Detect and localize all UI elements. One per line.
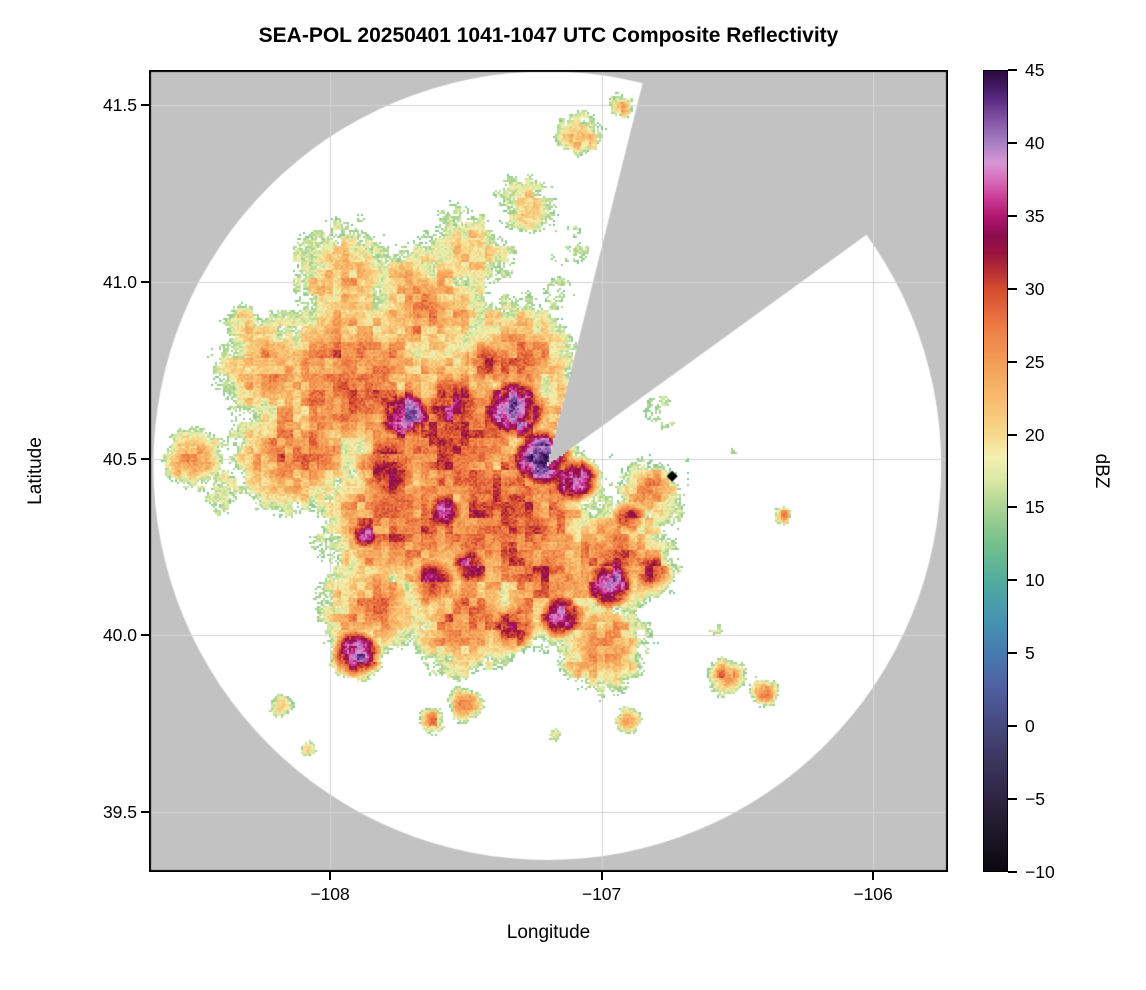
x-axis-label: Longitude (506, 922, 591, 943)
y-tick-label: 40.5 (102, 448, 137, 469)
x-tick-label: −107 (581, 884, 622, 904)
y-tick-label: 41.0 (102, 271, 137, 292)
colorbar-tick-label: −5 (1025, 789, 1045, 810)
y-tick-label: 40.0 (102, 625, 137, 646)
colorbar-tick-label: 45 (1025, 60, 1045, 80)
y-tick-mark (141, 280, 149, 283)
colorbar-tick-mark (1008, 579, 1017, 582)
colorbar-tick-mark (1008, 725, 1017, 728)
colorbar-tick-label: 0 (1025, 716, 1035, 737)
colorbar-tick-label: 20 (1025, 424, 1045, 445)
colorbar-tick-label: 15 (1025, 497, 1045, 518)
colorbar-gradient (983, 70, 1008, 872)
colorbar-tick-label: 35 (1025, 205, 1045, 226)
colorbar-tick-mark (1008, 798, 1017, 801)
x-tick-label: −108 (310, 884, 350, 904)
colorbar-tick-label: −10 (1025, 862, 1055, 882)
colorbar-tick-label: 40 (1025, 132, 1045, 153)
colorbar-tick-mark (1008, 871, 1017, 873)
colorbar-tick-label: 10 (1025, 570, 1045, 591)
colorbar-tick-mark (1008, 287, 1017, 290)
colorbar-tick-mark (1008, 652, 1017, 655)
colorbar-tick-mark (1008, 360, 1017, 363)
y-tick-label: 41.5 (102, 95, 137, 115)
x-tick-mark (600, 872, 603, 880)
radar-map-canvas (149, 70, 948, 872)
y-tick-mark (141, 104, 149, 106)
colorbar-tick-label: 30 (1025, 278, 1045, 299)
plot-title: SEA-POL 20250401 1041-1047 UTC Composite… (258, 24, 839, 47)
x-tick-mark (872, 872, 875, 880)
colorbar-tick-mark (1008, 433, 1017, 436)
y-tick-mark (141, 811, 149, 814)
colorbar-tick-label: 25 (1025, 351, 1045, 372)
colorbar-tick-mark (1008, 141, 1017, 144)
colorbar-tick-mark (1008, 506, 1017, 509)
x-tick-mark (329, 872, 332, 880)
colorbar-label: dBZ (1091, 453, 1112, 489)
y-tick-label: 39.5 (102, 802, 137, 823)
y-tick-mark (141, 457, 149, 460)
y-axis-label: Latitude (25, 437, 46, 505)
colorbar-tick-label: 5 (1025, 643, 1035, 664)
colorbar-tick-mark (1008, 69, 1017, 71)
y-tick-mark (141, 634, 149, 637)
x-tick-label: −106 (853, 884, 893, 904)
colorbar-tick-mark (1008, 214, 1017, 217)
